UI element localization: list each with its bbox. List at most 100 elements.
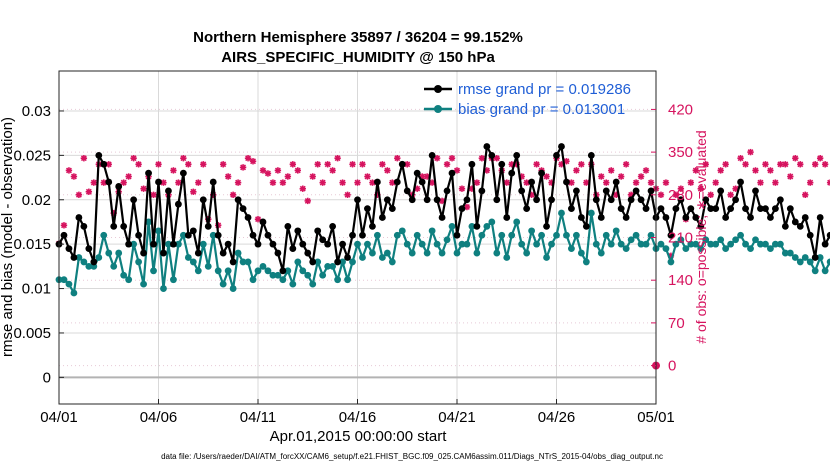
rmse-point [533,196,540,204]
obs-marker-stroke [389,179,396,186]
bias-point [627,236,635,244]
rmse-point [254,240,262,248]
bias-point [209,231,217,239]
obs-marker-stroke [568,179,575,186]
x-tick-label: 04/01 [40,409,78,426]
obs-marker-stroke [434,155,441,162]
obs-marker [394,155,401,162]
obs-marker [772,179,779,186]
obs-marker [349,161,356,168]
obs-marker-stroke [319,179,326,186]
obs-marker [453,167,461,174]
obs-marker [334,155,341,162]
rmse-point [458,205,466,213]
rmse-point [448,169,456,177]
obs-marker-stroke [185,161,192,168]
obs-marker-stroke [150,191,157,198]
bias-point [329,262,337,270]
obs-marker-stroke [454,167,460,174]
bias-point [393,231,401,239]
rmse-point [299,240,307,248]
bias-point [160,285,167,292]
bias-point [622,245,630,253]
rmse-point [388,205,396,213]
obs-marker-stroke [344,191,351,198]
obs-marker [443,161,451,168]
bias-point [110,262,118,270]
rmse-point [199,196,207,204]
rmse-point [677,196,685,204]
rmse-point [393,178,401,186]
bias-point [811,267,819,275]
obs-marker [219,161,227,168]
obs-marker-stroke [677,185,684,192]
bias-point [364,240,371,248]
legend-rmse-marker [434,85,442,93]
obs-marker [279,179,287,186]
bias-point [722,245,730,253]
bias-point [244,258,252,266]
obs-marker-stroke [245,155,252,162]
obs-marker [354,179,361,186]
rmse-point [170,240,177,248]
rmse-point [319,236,327,244]
obs-marker-stroke [125,173,132,180]
bias-point [214,267,222,275]
bias-point [339,258,346,266]
rmse-point [378,214,386,221]
bias-point [150,267,157,275]
rmse-point [597,214,605,221]
bias-point [284,267,292,275]
rmse-point [125,240,133,248]
rmse-point [543,223,550,230]
y-tick-label: 0.03 [22,103,51,120]
rmse-point [418,178,426,186]
obs-marker [239,164,247,171]
bias-point [647,231,655,239]
bias-point [737,231,744,239]
obs-marker [478,155,486,162]
obs-marker [135,161,142,168]
obs-marker [120,179,127,186]
y-tick-label: 0.025 [13,147,51,164]
rmse-point [612,178,620,186]
obs-marker [697,185,704,192]
rmse-point [737,178,744,186]
obs-marker [792,155,799,162]
bias-point [597,249,605,257]
rmse-point [642,205,650,213]
y2-axis-label: # of obs: o=possible; ∗=evaluated [693,130,709,343]
obs-marker-stroke [742,161,749,168]
obs-marker-stroke [707,191,714,198]
obs-marker-stroke [70,173,77,180]
bias-point [135,258,143,266]
obs-marker-stroke [478,155,485,162]
obs-marker-stroke [618,173,625,180]
obs-marker-stroke [658,191,664,198]
x-axis-label: Apr.01,2015 00:00:00 start [270,428,448,445]
obs-marker-stroke [732,185,739,192]
obs-marker-stroke [334,155,341,162]
obs-marker-stroke [130,155,137,162]
bias-point [806,258,814,266]
obs-marker-stroke [638,173,645,180]
rmse-point [279,267,287,275]
obs-marker [533,161,540,168]
obs-marker-stroke [648,179,654,186]
obs-marker-stroke [235,179,242,186]
bias-point [672,240,680,248]
bias-point [224,267,232,275]
obs-marker [692,167,699,174]
obs-marker [797,161,804,168]
bias-point [602,231,610,239]
bias-point [468,223,476,230]
bias-point [577,249,585,257]
bias-point [70,289,78,297]
obs-marker [707,191,714,199]
obs-marker-stroke [354,179,361,186]
bias-point [204,262,212,270]
rmse-point [120,223,128,230]
rmse-point [249,231,257,239]
obs-marker-stroke [777,161,784,168]
obs-marker-stroke [687,179,694,186]
